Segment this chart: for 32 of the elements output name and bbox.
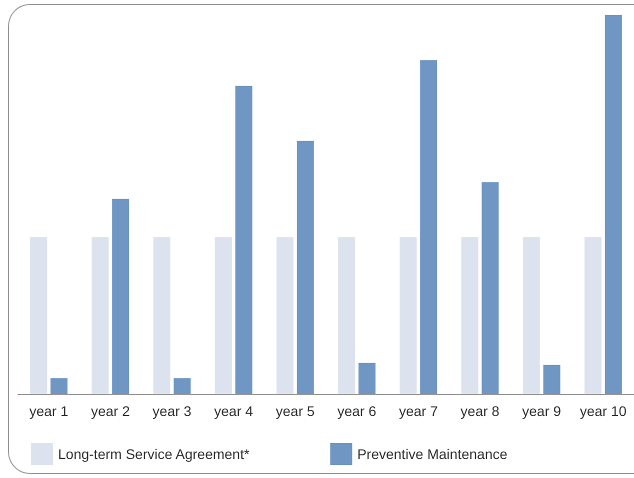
- legend-label: Long-term Service Agreement*: [58, 446, 250, 462]
- bar: [543, 364, 560, 394]
- bar: [30, 237, 48, 394]
- legend-label: Preventive Maintenance: [357, 446, 508, 462]
- x-tick-label: year 3: [152, 403, 192, 419]
- x-tick-label: year 7: [398, 403, 438, 419]
- bar: [400, 237, 417, 394]
- x-tick-label: year 5: [276, 403, 315, 419]
- bar: [338, 237, 356, 394]
- x-tick-label: year 2: [90, 403, 130, 419]
- x-tick-label: year 10: [580, 403, 627, 419]
- bar: [482, 182, 499, 394]
- x-tick-label: year 9: [522, 403, 562, 419]
- bar: [522, 237, 540, 394]
- bar: [604, 15, 622, 394]
- x-tick-label: year 1: [29, 403, 68, 419]
- bar: [461, 237, 478, 394]
- bar: [153, 237, 170, 394]
- x-tick-label: year 4: [214, 403, 254, 419]
- bar: [112, 198, 130, 394]
- bar: [276, 237, 294, 394]
- bar: [296, 140, 314, 394]
- bar: [584, 237, 602, 394]
- bar: [50, 378, 68, 394]
- x-tick-label: year 6: [337, 403, 376, 419]
- bar: [174, 378, 191, 394]
- bar: [92, 237, 109, 394]
- bar: [214, 237, 232, 394]
- bar: [358, 362, 376, 394]
- bar: [235, 86, 252, 394]
- x-tick-label: year 8: [460, 403, 500, 419]
- bar: [420, 60, 438, 394]
